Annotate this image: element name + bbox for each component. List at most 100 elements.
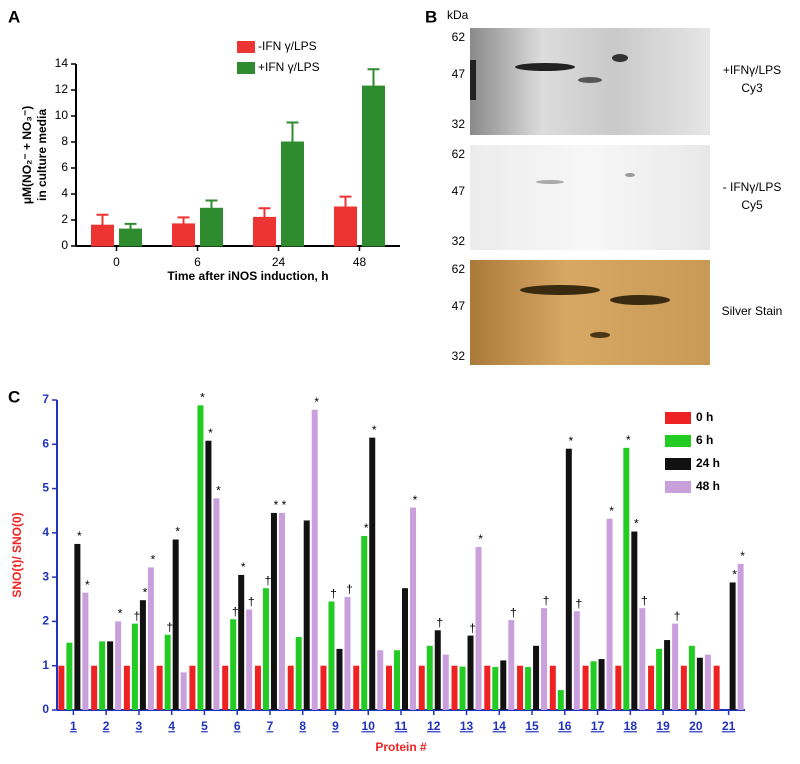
x-axis-label: Protein # xyxy=(375,740,427,754)
x-tick-label: 11 xyxy=(395,719,408,733)
x-tick-label: 6 xyxy=(194,255,201,269)
lane-label: Cy5 xyxy=(741,198,763,212)
y-tick-label: 2 xyxy=(42,614,49,628)
bar xyxy=(303,520,310,710)
x-tick-label: 10 xyxy=(362,719,376,733)
bar xyxy=(197,405,204,710)
gel-spot xyxy=(520,285,600,295)
significance-marker: † xyxy=(674,609,681,623)
bar xyxy=(492,667,499,710)
bar xyxy=(262,588,269,710)
bar xyxy=(287,665,294,710)
bar xyxy=(156,665,163,710)
x-tick-label: 16 xyxy=(558,719,572,733)
mw-label: 32 xyxy=(452,117,466,131)
bar xyxy=(213,498,220,710)
bar xyxy=(696,657,703,710)
x-tick-label: 1 xyxy=(70,719,77,733)
x-tick-label: 2 xyxy=(103,719,110,733)
bar xyxy=(180,672,187,710)
significance-marker: † xyxy=(166,620,173,634)
bar xyxy=(557,690,564,710)
significance-marker: * xyxy=(208,426,213,440)
bar xyxy=(573,611,580,710)
bar xyxy=(582,665,589,710)
bar xyxy=(565,448,572,710)
lane-label: Silver Stain xyxy=(722,304,783,318)
bar xyxy=(123,665,130,710)
gel-image xyxy=(470,145,710,250)
x-tick-label: 18 xyxy=(624,719,638,733)
mw-label: 32 xyxy=(452,349,466,363)
significance-marker: * xyxy=(85,578,90,592)
significance-marker: * xyxy=(372,423,377,437)
bar xyxy=(107,641,114,710)
bar xyxy=(254,665,261,710)
bar xyxy=(623,447,630,710)
bar xyxy=(737,563,744,710)
bar xyxy=(386,665,392,710)
legend-label: -IFN γ/LPS xyxy=(258,39,317,53)
bar xyxy=(246,609,253,710)
error-bar xyxy=(96,213,109,226)
bar xyxy=(281,141,304,247)
bar xyxy=(598,659,605,710)
y-tick-label: 6 xyxy=(61,160,68,174)
bar xyxy=(334,206,357,247)
significance-marker: * xyxy=(568,434,573,448)
y-tick-label: 0 xyxy=(42,702,49,716)
bar xyxy=(606,518,613,710)
x-tick-label: 19 xyxy=(656,719,670,733)
bar xyxy=(533,645,540,710)
bar xyxy=(278,512,285,710)
error-bar xyxy=(339,195,352,207)
significance-marker: * xyxy=(77,529,82,543)
x-tick-label: 8 xyxy=(299,719,306,733)
mw-label: 47 xyxy=(452,184,466,198)
legend-swatch xyxy=(665,458,691,470)
y-tick-label: 4 xyxy=(42,525,49,539)
bar xyxy=(680,665,687,710)
bar xyxy=(508,620,515,710)
bar xyxy=(410,507,416,710)
gel-spot xyxy=(610,295,670,305)
error-bar xyxy=(177,216,190,224)
bar xyxy=(99,641,106,710)
bar xyxy=(164,634,171,710)
bar xyxy=(336,648,343,710)
legend-swatch xyxy=(665,412,691,424)
significance-marker: † xyxy=(510,605,517,619)
bar xyxy=(115,621,122,710)
bar xyxy=(222,665,229,710)
lane-label: - IFNγ/LPS xyxy=(723,180,782,194)
bar xyxy=(590,661,597,710)
x-tick-label: 20 xyxy=(689,719,703,733)
error-bar xyxy=(367,68,380,87)
bar xyxy=(295,636,302,710)
legend-swatch xyxy=(665,481,691,493)
legend-label: 6 h xyxy=(696,433,713,447)
bar xyxy=(500,660,507,710)
significance-marker: † xyxy=(134,609,141,623)
bar xyxy=(147,567,154,710)
bar xyxy=(377,650,384,710)
panel-label: A xyxy=(8,7,20,26)
bar xyxy=(672,623,679,710)
legend-swatch xyxy=(237,41,255,53)
bar xyxy=(394,650,400,710)
bar xyxy=(172,223,195,247)
y-tick-label: 2 xyxy=(61,212,68,226)
bar xyxy=(320,665,327,710)
legend-label: 24 h xyxy=(696,456,720,470)
bar xyxy=(66,642,73,710)
bar xyxy=(664,640,671,710)
x-tick-label: 48 xyxy=(353,255,367,269)
mw-label: 62 xyxy=(452,147,466,161)
bar xyxy=(361,535,368,710)
significance-marker: † xyxy=(232,604,239,618)
unit-label: kDa xyxy=(447,8,469,22)
gel-spot xyxy=(625,173,635,177)
significance-marker: † xyxy=(575,596,582,610)
bar xyxy=(517,665,524,710)
bar xyxy=(91,224,114,247)
